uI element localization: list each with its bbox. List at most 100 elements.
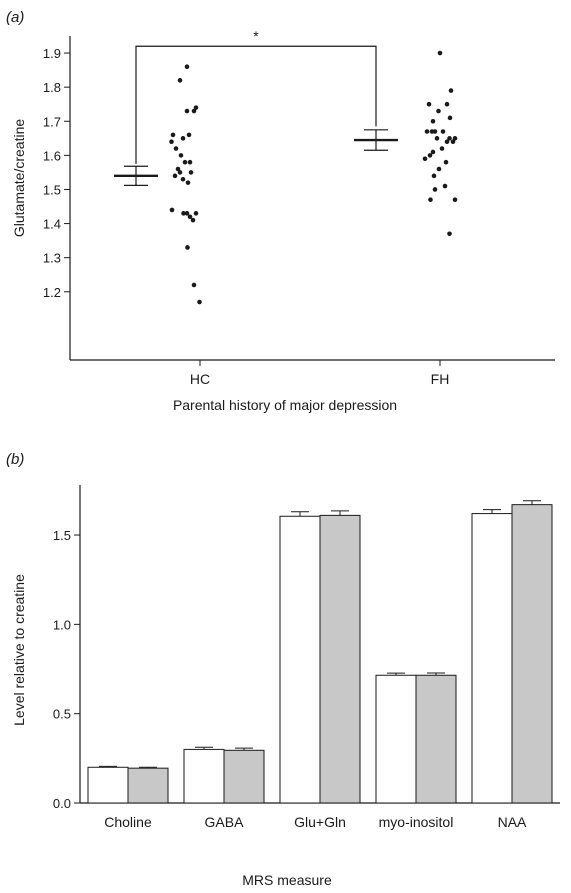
bar <box>87 766 129 804</box>
data-point <box>430 118 436 124</box>
panel-b-y-axis-label: Level relative to creatine <box>11 574 27 726</box>
data-point <box>452 136 458 141</box>
data-point <box>185 245 190 250</box>
data-point <box>447 115 453 121</box>
data-point <box>173 146 179 151</box>
y-tick-label: 1.7 <box>43 114 61 129</box>
data-point <box>188 170 194 175</box>
data-point <box>186 132 192 138</box>
data-point <box>185 180 191 185</box>
x-tick-label: Glu+Gln <box>294 814 346 830</box>
data-point <box>169 139 174 145</box>
bar <box>375 674 417 804</box>
data-point <box>424 129 430 134</box>
panel-a-points <box>169 50 458 305</box>
bracket-line <box>135 45 377 164</box>
data-point <box>448 88 454 93</box>
data-point <box>447 136 452 141</box>
x-tick-label: Choline <box>104 814 152 830</box>
data-point <box>443 159 449 165</box>
data-point <box>197 299 202 305</box>
y-tick-label: 1.4 <box>43 217 61 232</box>
data-point <box>444 101 450 107</box>
data-point <box>193 105 199 110</box>
data-point <box>430 149 436 155</box>
panel-b-y-ticks: 0.0 0.5 1.0 1.5 <box>53 528 80 811</box>
panel-b-x-axis-label: MRS measure <box>242 872 332 888</box>
data-point <box>436 166 442 172</box>
panel-a-axes <box>69 36 555 361</box>
bar <box>279 515 321 804</box>
data-point <box>184 64 190 69</box>
data-point <box>180 136 186 141</box>
bar <box>471 513 513 804</box>
data-point <box>422 156 428 162</box>
data-point <box>181 211 186 216</box>
y-tick-label: 1.9 <box>43 46 61 61</box>
data-point <box>184 211 190 216</box>
y-tick-label: 0.5 <box>53 707 71 722</box>
data-point <box>177 170 183 175</box>
data-point <box>444 139 450 145</box>
panel-b: (b) 0.0 0.5 1.0 1.5 Choline GABA Glu+Gln myo-i… <box>6 451 560 888</box>
data-point <box>178 153 184 158</box>
data-point <box>175 166 181 172</box>
bar <box>127 767 169 804</box>
y-tick-label: 1.5 <box>53 528 71 543</box>
data-point <box>191 108 197 114</box>
y-tick-label: 1.0 <box>53 617 71 632</box>
y-tick-label: 0.0 <box>53 796 71 811</box>
panel-b-x-ticks: Choline GABA Glu+Gln myo-inositol NAA <box>104 814 527 830</box>
bar <box>511 504 553 804</box>
data-point <box>447 231 452 237</box>
y-tick-label: 1.6 <box>43 148 61 163</box>
y-tick-label: 1.5 <box>43 182 61 197</box>
data-point <box>428 197 433 203</box>
data-point <box>184 108 190 114</box>
panel-b-bars <box>87 500 553 804</box>
panel-a-y-ticks: 1.2 1.3 1.4 1.5 1.6 1.7 1.8 1.9 <box>43 46 70 300</box>
x-tick-label: NAA <box>498 814 527 830</box>
data-point <box>432 187 438 192</box>
x-tick-label: myo-inositol <box>379 814 454 830</box>
data-point <box>440 129 446 134</box>
data-point <box>442 183 448 189</box>
panel-a-x-ticks: HC FH <box>190 360 449 387</box>
data-point <box>182 159 188 165</box>
panel-b-label: (b) <box>6 451 24 468</box>
data-point <box>177 78 183 83</box>
data-point <box>187 159 193 165</box>
data-point <box>169 207 175 213</box>
bar <box>415 674 457 804</box>
data-point <box>450 139 456 145</box>
panel-a-y-axis-label: Glutamate/creatine <box>11 119 27 237</box>
y-tick-label: 1.2 <box>43 285 61 300</box>
y-tick-label: 1.3 <box>43 251 61 266</box>
data-point <box>434 136 440 141</box>
panel-a-x-axis-label: Parental history of major depression <box>173 397 397 413</box>
data-point <box>436 108 441 114</box>
data-point <box>437 50 443 56</box>
data-point <box>170 132 176 138</box>
data-point <box>426 101 432 107</box>
data-point <box>187 214 193 220</box>
data-point <box>180 176 186 182</box>
data-point <box>191 282 197 288</box>
bar <box>183 748 225 804</box>
data-point <box>190 217 196 223</box>
panel-a: (a) 1.2 1.3 1.4 1.5 1.6 1.7 1.8 1.9 HC FH * Glut… <box>6 9 555 413</box>
data-point <box>431 173 437 179</box>
panel-a-mean-markers <box>114 129 398 186</box>
panel-a-label: (a) <box>6 9 24 26</box>
x-tick-label: HC <box>190 371 210 387</box>
significance-bracket: * <box>135 28 377 164</box>
bar <box>319 514 361 804</box>
x-tick-label: FH <box>431 371 450 387</box>
bar <box>223 749 265 804</box>
data-point <box>193 211 199 216</box>
data-point <box>172 173 178 179</box>
y-tick-label: 1.8 <box>43 80 61 95</box>
data-point <box>439 146 445 151</box>
data-point <box>427 153 433 158</box>
